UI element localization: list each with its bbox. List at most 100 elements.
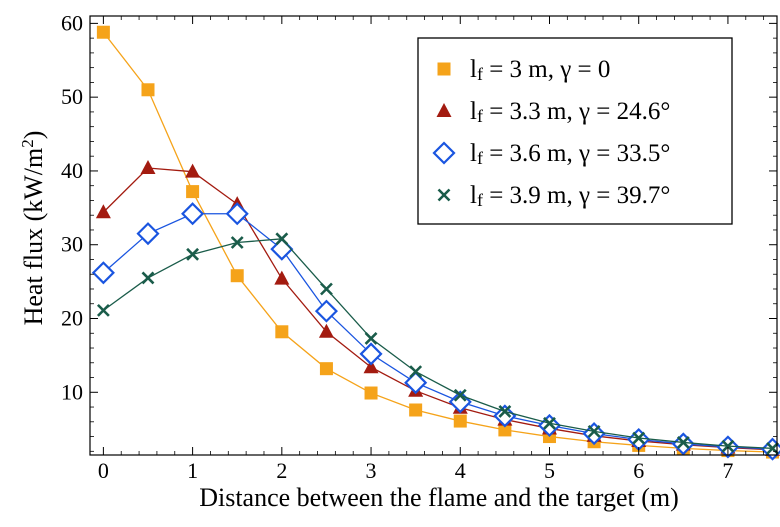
data-point	[91, 261, 115, 285]
data-point	[409, 403, 423, 417]
x-tick-label: 2	[276, 458, 287, 483]
x-marker-stroke	[543, 416, 556, 430]
legend-label-l: l	[470, 182, 477, 209]
legend-label: lf = 3.6 m, γ = 33.5°	[470, 140, 670, 168]
data-point	[140, 159, 156, 174]
x-marker-stroke	[437, 188, 451, 202]
data-point	[359, 342, 383, 366]
legend-item: lf = 3.6 m, γ = 33.5°	[432, 140, 670, 168]
legend-label-subscript: f	[477, 148, 483, 168]
legend-label-l: l	[470, 56, 477, 83]
data-point	[136, 222, 160, 246]
x-marker-stroke	[498, 405, 512, 418]
data-point	[364, 386, 378, 400]
x-axis-title: Distance between the flame and the targe…	[199, 483, 679, 512]
data-point	[181, 202, 205, 226]
data-point	[230, 269, 244, 283]
legend-label-subscript: f	[477, 190, 483, 210]
x-marker-stroke	[320, 282, 333, 296]
data-point	[275, 325, 289, 339]
x-tick-label: 0	[98, 458, 109, 483]
data-point	[409, 365, 423, 379]
series-4	[96, 232, 779, 455]
x-marker-stroke	[453, 388, 467, 402]
y-tick-label: 60	[61, 10, 83, 35]
data-point	[275, 232, 289, 246]
axes: 0 1 2 3 4 5 6 7 10 20 30 40 50 60	[61, 10, 778, 483]
data-point	[543, 416, 556, 430]
legend-label-rest: = 3.6 m, γ = 33.5°	[483, 140, 670, 167]
data-point	[141, 83, 155, 97]
data-point	[632, 431, 646, 445]
y-axis-title-superscript: 2	[18, 139, 37, 148]
legend-label-l: l	[470, 98, 477, 125]
data-point	[404, 371, 428, 395]
data-point	[766, 441, 779, 455]
y-axis-title-main: Heat flux (kW/m	[19, 148, 48, 326]
x-marker-stroke	[141, 271, 155, 285]
data-point	[314, 299, 338, 323]
data-point	[274, 270, 290, 285]
y-axis-title-close: )	[19, 131, 48, 140]
series-line	[102, 213, 773, 450]
data-point	[587, 424, 601, 438]
data-point	[186, 185, 200, 199]
data-point	[721, 439, 735, 453]
legend-marker	[432, 141, 456, 165]
series-line	[102, 31, 773, 453]
data-point	[141, 271, 155, 285]
y-tick-label: 30	[61, 232, 83, 257]
legend-item: lf = 3.3 m, γ = 24.6°	[436, 98, 670, 126]
legend-item: lf = 3 m, γ = 0	[437, 56, 610, 84]
legend-label: lf = 3.3 m, γ = 24.6°	[470, 98, 670, 126]
data-point	[95, 204, 111, 219]
data-point	[186, 247, 200, 261]
y-tick-label: 40	[61, 158, 83, 183]
data-point	[453, 388, 467, 402]
x-marker-stroke	[230, 236, 244, 249]
series-line	[102, 167, 773, 451]
x-marker-stroke	[364, 332, 378, 345]
x-tick-label: 4	[455, 458, 466, 483]
legend-marker	[436, 103, 452, 117]
legend-label-l: l	[470, 140, 477, 167]
x-marker-stroke	[409, 365, 423, 379]
y-tick-label: 50	[61, 84, 83, 109]
legend-label-rest: = 3.9 m, γ = 39.7°	[483, 182, 670, 209]
data-point	[96, 25, 110, 39]
data-point	[320, 282, 333, 296]
x-tick-label: 7	[722, 458, 733, 483]
legend-label-rest: = 3 m, γ = 0	[483, 56, 610, 83]
plot-frame	[89, 15, 778, 456]
x-marker-stroke	[587, 424, 601, 438]
data-point	[676, 436, 690, 449]
data-point	[319, 362, 333, 376]
legend-item: lf = 3.9 m, γ = 39.7°	[437, 182, 670, 210]
legend-label-rest: = 3.3 m, γ = 24.6°	[483, 98, 670, 125]
series-line	[103, 238, 773, 450]
x-tick-label: 1	[187, 458, 198, 483]
x-tick-label: 6	[633, 458, 644, 483]
legend-marker	[437, 62, 451, 76]
y-tick-label: 20	[61, 306, 83, 331]
data-point	[498, 405, 512, 418]
legend-label-subscript: f	[477, 106, 483, 126]
x-tick-label: 5	[544, 458, 555, 483]
x-marker-stroke	[766, 441, 779, 455]
legend-label-subscript: f	[477, 64, 483, 84]
data-point	[230, 236, 244, 249]
y-axis-title: Heat flux (kW/m2)	[18, 131, 48, 326]
data-point	[318, 323, 334, 338]
x-marker-stroke	[676, 436, 690, 449]
data-point	[453, 414, 467, 428]
data-point	[96, 303, 110, 317]
legend-box	[417, 37, 733, 225]
legend-label: lf = 3.9 m, γ = 39.7°	[470, 182, 670, 210]
x-marker-stroke	[721, 439, 735, 453]
data-point	[185, 163, 201, 178]
x-marker-stroke	[186, 247, 200, 261]
series-group	[91, 25, 780, 461]
x-marker-stroke	[275, 232, 289, 246]
legend-label: lf = 3 m, γ = 0	[470, 56, 610, 84]
